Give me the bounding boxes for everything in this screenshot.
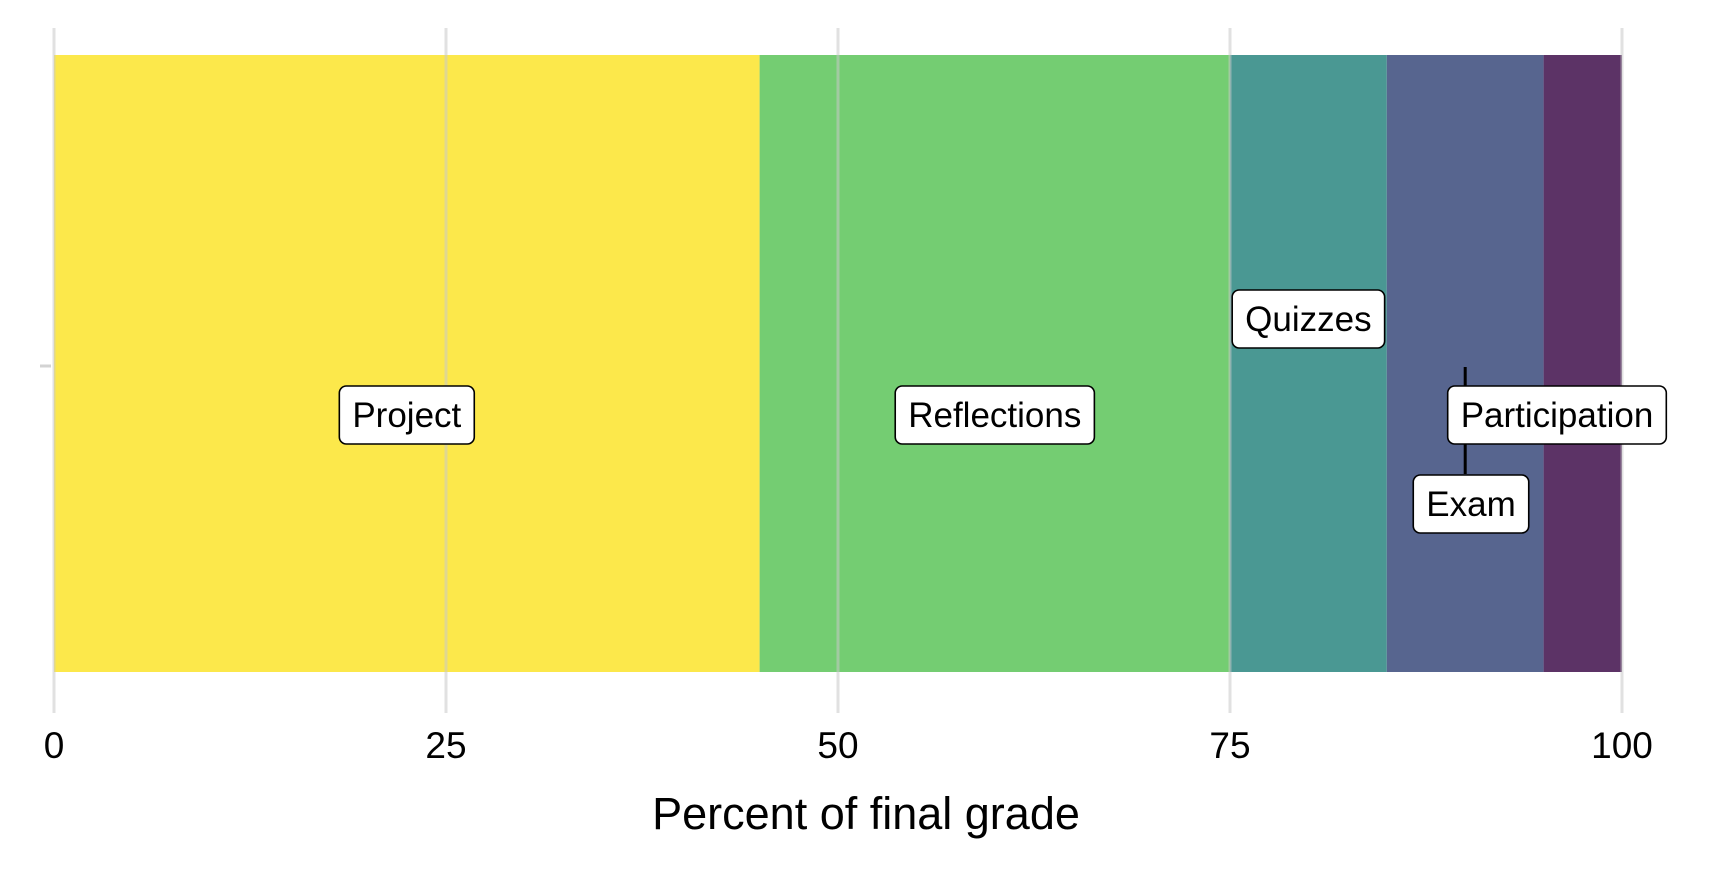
- bar-segment-exam: [1386, 55, 1544, 672]
- label-project: Project: [338, 385, 476, 445]
- label-text: Participation: [1461, 396, 1654, 435]
- label-box: [894, 385, 1096, 445]
- x-tick-label: 50: [817, 725, 858, 766]
- bar-segment-participation: [1543, 55, 1622, 672]
- label-text: Reflections: [908, 396, 1081, 435]
- label-quizzes: Quizzes: [1231, 289, 1386, 349]
- x-tick-label: 100: [1591, 725, 1653, 766]
- label-box: [338, 385, 476, 445]
- segment-labels: Project Reflections Quizzes Exam Participati…: [338, 289, 1668, 534]
- label-exam: Exam: [1412, 474, 1530, 534]
- label-box: [1412, 474, 1530, 534]
- bar-segment-reflections: [759, 55, 1230, 672]
- bar-segment-quizzes: [1230, 55, 1387, 672]
- bar-segment-project: [54, 55, 760, 672]
- bars: [54, 55, 1622, 672]
- label-text: Exam: [1426, 485, 1515, 524]
- gridlines: [52, 28, 1624, 713]
- label-participation: Participation: [1446, 385, 1668, 445]
- label-box: [1446, 385, 1668, 445]
- label-text: Quizzes: [1245, 300, 1371, 339]
- label-reflections: Reflections: [894, 385, 1096, 445]
- x-tick-label: 75: [1209, 725, 1250, 766]
- x-tick-label: 25: [425, 725, 466, 766]
- x-tick-labels: 0 25 50 75 100: [44, 725, 1653, 766]
- x-tick-label: 0: [44, 725, 65, 766]
- label-text: Project: [352, 396, 461, 435]
- label-box: [1231, 289, 1386, 349]
- x-axis-title: Percent of final grade: [652, 788, 1080, 839]
